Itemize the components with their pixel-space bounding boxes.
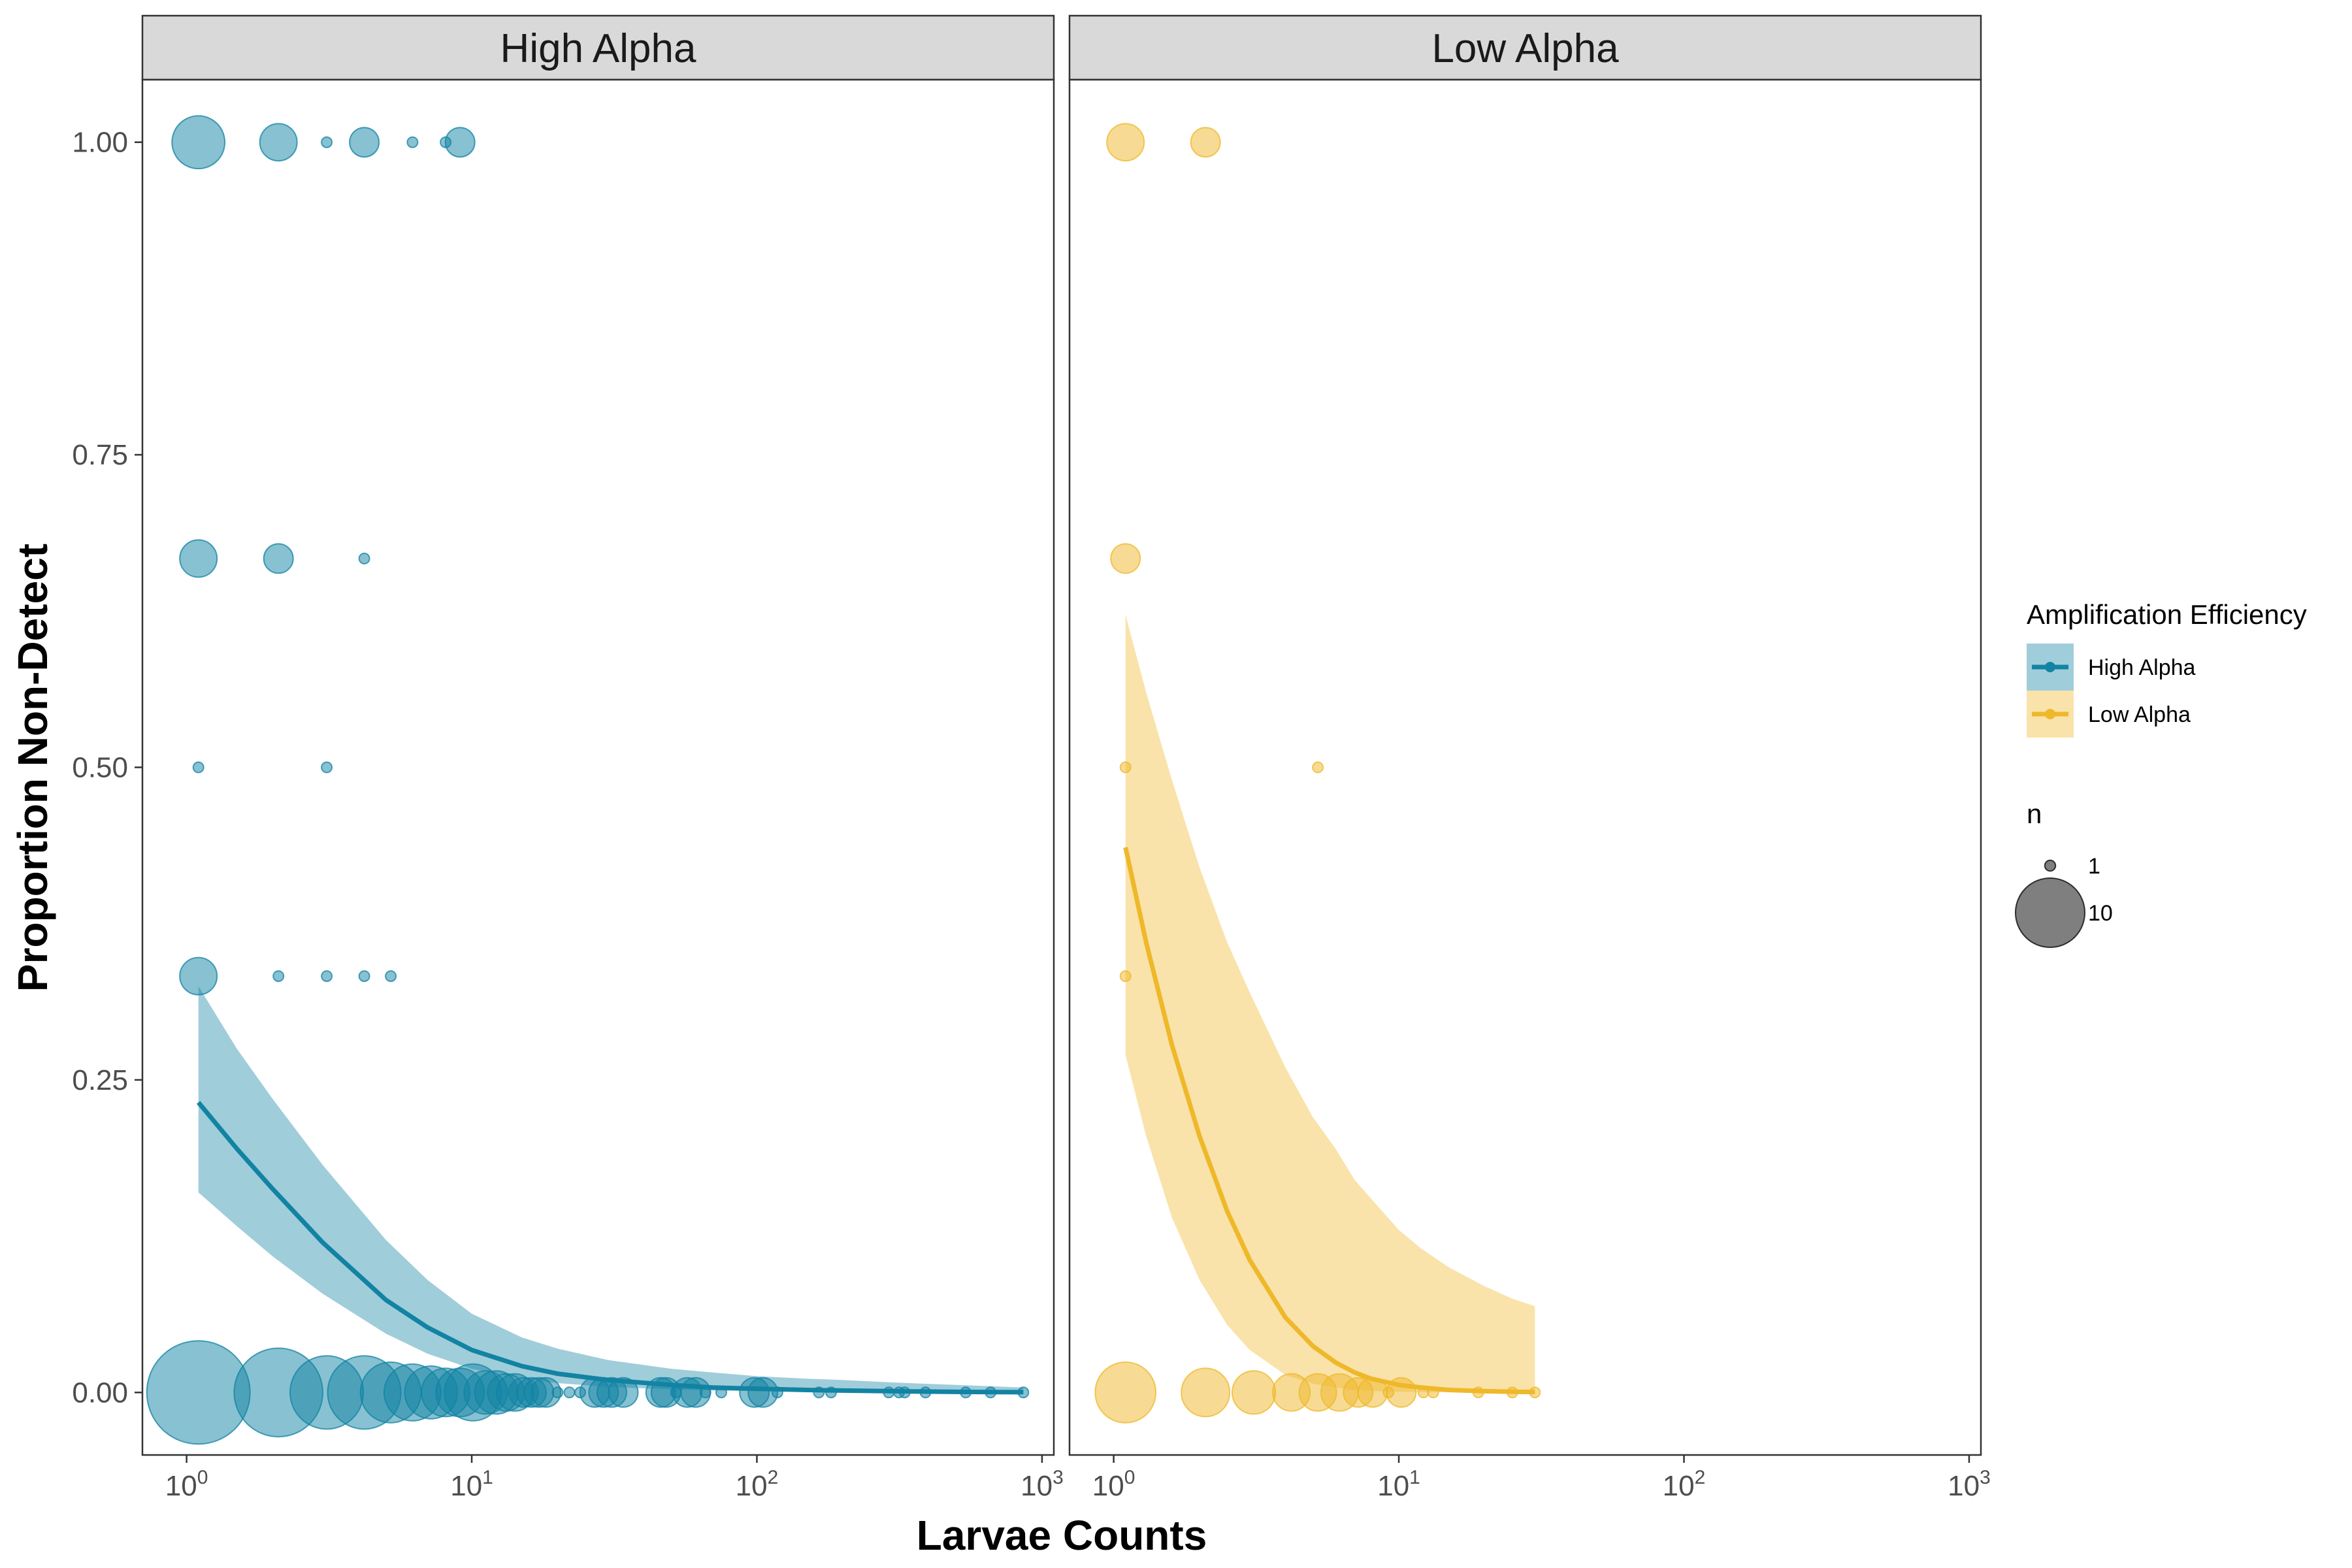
data-point	[1106, 123, 1145, 162]
x-tick-label: 101	[450, 1467, 493, 1502]
y-tick-label: 0.50	[72, 752, 128, 784]
panel-high-alpha: High Alpha	[141, 14, 1055, 1456]
y-axis: 0.00 0.25 0.50 0.75 1.00	[72, 127, 142, 1409]
y-tick-label: 0.25	[72, 1064, 128, 1096]
data-point	[1232, 1370, 1277, 1415]
legend-color-keys: High Alpha Low Alpha	[2027, 644, 2196, 738]
confidence-ribbon	[198, 986, 1024, 1393]
legend-size-label: 1	[2088, 854, 2100, 879]
data-point	[179, 539, 218, 578]
strip-label-low-alpha: Low Alpha	[1431, 26, 1619, 71]
y-tick-label: 1.00	[72, 127, 128, 159]
x-tick-label: 102	[1663, 1467, 1706, 1502]
data-point	[1119, 970, 1132, 983]
data-point	[321, 761, 333, 774]
data-point	[551, 1386, 564, 1399]
x-tick-label: 101	[1377, 1467, 1420, 1502]
x-axis-low-alpha: 100 101 102 103	[1092, 1455, 1991, 1502]
confidence-ribbon	[1125, 615, 1535, 1393]
x-axis-high-alpha: 100 101 102 103	[165, 1455, 1064, 1502]
plot-area-high-alpha	[141, 78, 1055, 1456]
data-point	[263, 543, 294, 574]
x-tick-label: 103	[1948, 1467, 1991, 1502]
legend-size-title: n	[2027, 798, 2042, 829]
y-axis-title: Proportion Non-Detect	[9, 544, 56, 992]
legend-size-keys: 1 10	[2014, 854, 2113, 949]
legend-color-label: Low Alpha	[2088, 702, 2191, 727]
data-point	[1110, 543, 1141, 574]
ribbon-layer-high-alpha	[198, 986, 1024, 1393]
y-tick-label: 0.75	[72, 439, 128, 471]
data-point	[1190, 127, 1221, 158]
data-point	[608, 1377, 639, 1408]
data-point	[349, 127, 380, 158]
y-tick-label: 0.00	[72, 1377, 128, 1409]
x-axis-title: Larvae Counts	[917, 1512, 1207, 1559]
points-layer-low-alpha	[1094, 123, 1541, 1424]
plot-area-low-alpha	[1068, 78, 1982, 1456]
legend-color-label: High Alpha	[2088, 655, 2196, 680]
data-point	[321, 136, 333, 148]
legend-size-point	[2044, 859, 2057, 872]
fit-layer-high-alpha	[197, 1101, 1024, 1395]
data-point	[1119, 761, 1132, 774]
legend: Amplification Efficiency High Alpha Low A…	[2014, 599, 2307, 949]
legend-key-point	[2045, 709, 2055, 719]
x-tick-label: 102	[736, 1467, 779, 1502]
data-point	[358, 552, 370, 564]
fit-line	[197, 1101, 1024, 1395]
legend-size-label: 10	[2088, 901, 2113, 926]
x-tick-label: 103	[1021, 1467, 1064, 1502]
fit-layer-low-alpha	[1123, 847, 1535, 1395]
data-point	[321, 970, 333, 983]
data-point	[179, 956, 218, 996]
data-point	[563, 1386, 576, 1399]
strip-label-high-alpha: High Alpha	[500, 26, 696, 71]
data-point	[358, 970, 370, 983]
panel-low-alpha: Low Alpha	[1068, 14, 1982, 1456]
strip-low-alpha	[1068, 14, 1982, 81]
x-tick-label: 100	[1092, 1467, 1135, 1502]
data-point	[1094, 1361, 1157, 1424]
data-point	[444, 127, 476, 158]
data-point	[1312, 761, 1324, 774]
data-point	[171, 115, 226, 170]
fit-line	[1123, 847, 1535, 1395]
data-point	[385, 970, 397, 983]
data-point	[406, 136, 419, 148]
data-point	[259, 123, 298, 162]
x-tick-label: 100	[165, 1467, 208, 1502]
data-point	[272, 970, 285, 983]
legend-key-point	[2045, 662, 2055, 672]
data-point	[1181, 1367, 1231, 1418]
strip-high-alpha	[141, 14, 1055, 81]
ribbon-layer-low-alpha	[1125, 615, 1535, 1393]
legend-size-point	[2014, 877, 2086, 949]
data-point	[192, 761, 204, 774]
legend-color-title: Amplification Efficiency	[2027, 599, 2307, 630]
